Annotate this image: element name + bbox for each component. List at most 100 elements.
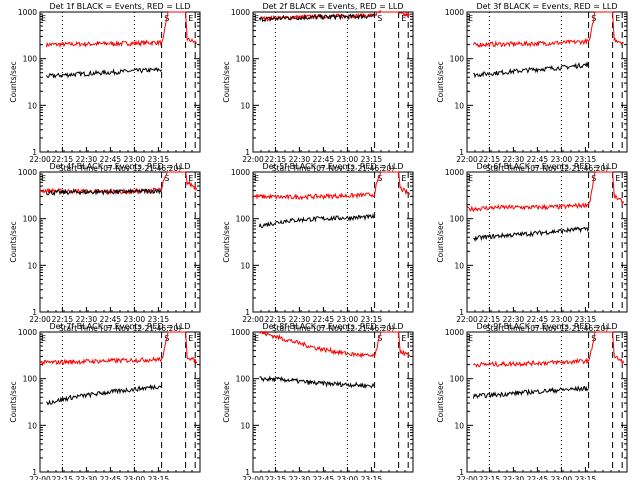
events-series-line [46, 384, 162, 406]
panel-title: Det 4f BLACK = Events, RED = LLD [49, 162, 190, 171]
y-tick-label: 100 [236, 375, 251, 384]
events-series-line [258, 212, 375, 229]
x-tick-label: 23:15 [361, 315, 383, 324]
y-tick-label: 10 [240, 101, 250, 110]
y-tick-label: 1000 [445, 328, 464, 337]
y-axis-label: Counts/sec [222, 61, 231, 102]
x-tick-label: 23:15 [361, 155, 383, 164]
panel-det-6: Det 6f BLACK = Events, RED = LLD 1 10 100 10… [436, 162, 628, 333]
x-tick-label: 22:15 [479, 475, 501, 480]
y-axis-label: Counts/sec [9, 61, 18, 102]
x-tick-label: 22:45 [527, 315, 549, 324]
marker-label: E [468, 174, 473, 183]
marker-label: E [41, 14, 46, 23]
plot-frame [39, 331, 201, 473]
events-series-line [45, 67, 163, 79]
y-axis-label: Counts/sec [222, 221, 231, 262]
x-tick-label: 22:15 [265, 315, 287, 324]
x-tick-label: 22:30 [289, 475, 311, 480]
marker-label: E [254, 334, 259, 343]
y-axis-label: Counts/sec [436, 221, 445, 262]
lld-series-line [45, 11, 198, 49]
events-series-line [473, 226, 590, 243]
panel-det-2: Det 2f BLACK = Events, RED = LLD 1 10 100 10… [222, 2, 414, 173]
plot-frame [466, 171, 628, 313]
x-tick-label: 22:45 [527, 475, 549, 480]
y-tick-label: 1 [245, 148, 250, 157]
x-tick-label: 23:00 [551, 155, 573, 164]
marker-label: E [41, 334, 46, 343]
x-tick-label: 23:15 [148, 475, 170, 480]
panel-det-3: Det 3f BLACK = Events, RED = LLD 1 10 100 10… [436, 2, 628, 173]
lld-series-line [472, 331, 625, 368]
y-axis-label: Counts/sec [436, 61, 445, 102]
x-axis-label: Start Time (07-Nov-12 21:46:20) [59, 164, 181, 173]
lld-series-line [252, 171, 411, 201]
y-tick-label: 100 [23, 55, 38, 64]
x-tick-label: 23:00 [551, 475, 573, 480]
x-tick-label: 22:45 [100, 475, 122, 480]
plot-frame [39, 11, 201, 153]
x-tick-label: 22:45 [527, 155, 549, 164]
panel-title: Det 3f BLACK = Events, RED = LLD [476, 2, 617, 11]
panel-det-4: Det 4f BLACK = Events, RED = LLD 1 10 100 10… [9, 162, 201, 333]
y-tick-label: 10 [27, 261, 37, 270]
marker-label: S [377, 14, 382, 23]
panel-det-1: Det 1f BLACK = Events, RED = LLD 1 10 100 10… [9, 2, 201, 173]
marker-label: E [401, 14, 406, 23]
x-tick-label: 22:00 [29, 475, 51, 480]
x-tick-label: 23:00 [337, 475, 359, 480]
y-tick-label: 1000 [18, 168, 37, 177]
events-series-line [472, 385, 589, 399]
panel-title: Det 7f BLACK = Events, RED = LLD [49, 322, 190, 331]
x-tick-label: 22:15 [265, 155, 287, 164]
x-tick-label: 22:30 [289, 155, 311, 164]
y-axis-label: Counts/sec [9, 381, 18, 422]
x-axis-label: Start Time (07-Nov-12 21:46:20) [59, 324, 181, 333]
x-tick-label: 22:30 [76, 315, 98, 324]
lld-series-line [472, 11, 624, 48]
x-tick-label: 22:00 [456, 155, 478, 164]
y-tick-label: 1000 [445, 168, 464, 177]
y-axis-label: Counts/sec [9, 221, 18, 262]
y-tick-label: 1000 [445, 8, 464, 17]
x-axis-label: Start Time (07-Nov-12 21:46:20) [272, 324, 394, 333]
marker-label: E [468, 14, 473, 23]
y-axis-label: Counts/sec [436, 381, 445, 422]
y-axis-label: Counts/sec [222, 381, 231, 422]
x-tick-label: 22:00 [242, 475, 264, 480]
x-tick-label: 23:15 [575, 155, 597, 164]
y-tick-label: 100 [236, 55, 251, 64]
y-tick-label: 1 [245, 468, 250, 477]
marker-label: S [377, 334, 382, 343]
x-tick-label: 23:00 [337, 155, 359, 164]
y-tick-label: 100 [236, 215, 251, 224]
x-tick-label: 22:00 [242, 155, 264, 164]
marker-label: S [164, 174, 169, 183]
x-tick-label: 23:00 [124, 155, 146, 164]
panel-title: Det 6f BLACK = Events, RED = LLD [476, 162, 617, 171]
x-tick-label: 22:15 [52, 315, 74, 324]
x-tick-label: 22:00 [29, 155, 51, 164]
lld-series-line [258, 330, 411, 359]
marker-label: E [188, 174, 193, 183]
y-tick-label: 1 [32, 308, 37, 317]
marker-label: E [615, 14, 620, 23]
lld-series-line [466, 171, 625, 213]
plot-frame [466, 331, 628, 473]
panel-title: Det 1f BLACK = Events, RED = LLD [49, 2, 190, 11]
marker-label: E [188, 334, 193, 343]
x-tick-label: 22:15 [52, 475, 74, 480]
marker-label: E [254, 14, 259, 23]
panel-title: Det 5f BLACK = Events, RED = LLD [262, 162, 403, 171]
events-series-line [45, 187, 163, 197]
x-tick-label: 22:00 [29, 315, 51, 324]
marker-label: E [401, 174, 406, 183]
y-tick-label: 10 [27, 421, 37, 430]
y-tick-label: 1 [459, 468, 464, 477]
y-tick-label: 100 [23, 215, 38, 224]
panel-det-8: Det 8f BLACK = Events, RED = LLD 1 10 100 10… [222, 322, 414, 480]
y-tick-label: 100 [450, 215, 465, 224]
plot-frame [252, 331, 414, 473]
